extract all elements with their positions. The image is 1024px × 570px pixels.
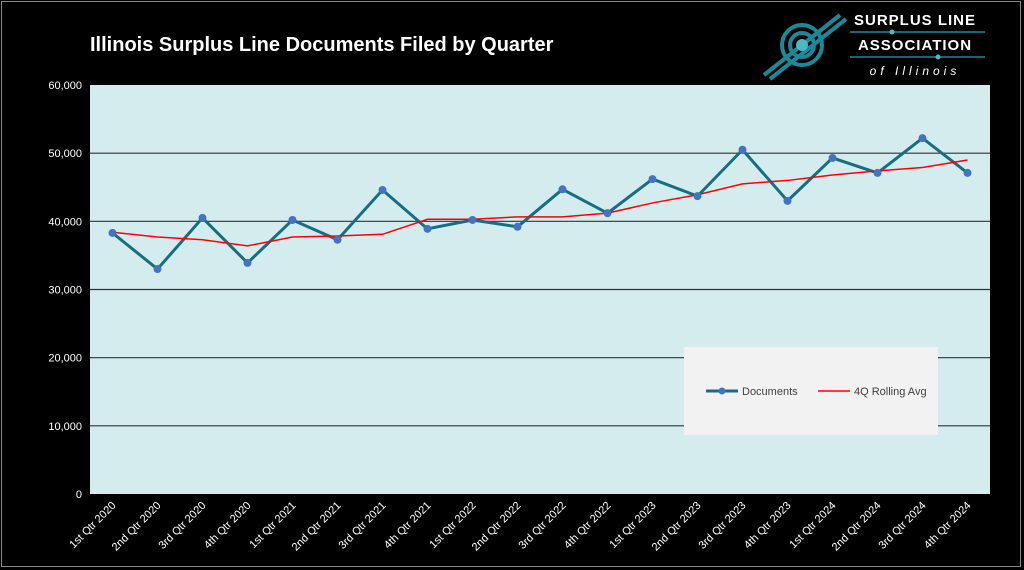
logo-line2: ASSOCIATION [858, 37, 972, 54]
association-logo: SURPLUS LINE ASSOCIATION of Illinois [762, 12, 985, 81]
chart-title: Illinois Surplus Line Documents Filed by… [90, 34, 554, 56]
logo-line1: SURPLUS LINE [854, 12, 976, 29]
logo-line3: of Illinois [870, 64, 961, 78]
